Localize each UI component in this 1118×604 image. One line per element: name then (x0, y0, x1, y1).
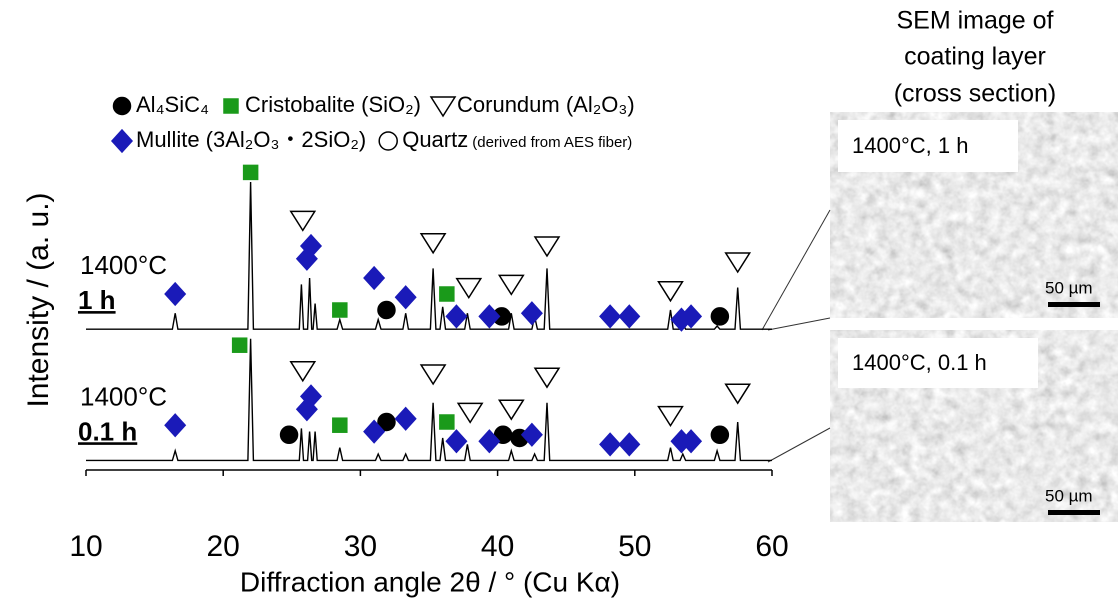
marker-diamond (478, 429, 501, 454)
legend-symbol (223, 98, 239, 114)
marker-square (231, 337, 248, 353)
legend-label: Quartz (402, 127, 468, 152)
marker-diamond (299, 384, 323, 409)
marker-square (242, 164, 259, 181)
sem-label: 1400°C, 1 h (852, 133, 968, 158)
scale-label: 50 µm (1045, 486, 1093, 505)
marker-diamond (618, 432, 641, 457)
marker-diamond (520, 301, 543, 326)
scale-bar (1048, 510, 1100, 515)
marker-triangle (724, 383, 752, 405)
x-tick-label: 50 (618, 530, 651, 563)
connector (767, 317, 831, 331)
marker-diamond (478, 304, 501, 329)
marker-diamond (445, 429, 468, 454)
legend-label: Cristobalite (SiO₂) (245, 92, 421, 117)
marker-circle (377, 412, 396, 432)
scale-bar (1048, 302, 1100, 307)
x-tick-label: 30 (344, 530, 377, 563)
marker-triangle (533, 236, 561, 258)
marker-triangle (419, 233, 447, 255)
sem-title: coating layer (904, 43, 1046, 71)
series-label: 0.1 h (78, 416, 137, 446)
marker-diamond (445, 304, 468, 329)
marker-diamond (599, 304, 622, 329)
legend-symbol (429, 96, 457, 118)
marker-triangle (289, 361, 317, 383)
marker-diamond (520, 422, 543, 447)
marker-triangle (657, 281, 684, 303)
x-tick-label: 10 (69, 530, 102, 563)
x-axis-title: Diffraction angle 2θ / ° (Cu Kα) (240, 566, 620, 597)
marker-diamond (164, 413, 187, 438)
marker-square (439, 286, 455, 302)
marker-diamond (680, 429, 703, 454)
series-label: 1 h (78, 285, 116, 315)
marker-triangle (497, 274, 525, 296)
x-tick-label: 60 (755, 530, 788, 563)
marker-square (332, 417, 348, 433)
marker-diamond (599, 432, 622, 457)
legend-label: Al₄SiC₄ (136, 92, 209, 117)
marker-triangle (724, 252, 752, 274)
legend-label: Mullite (3Al₂O₃・2SiO₂) (136, 127, 366, 152)
connector (767, 427, 831, 463)
marker-triangle (455, 277, 483, 300)
sem-title: (cross section) (894, 80, 1057, 108)
marker-diamond (363, 265, 386, 291)
legend-symbol (378, 131, 398, 151)
sem-label-box (838, 120, 1018, 172)
marker-circle (710, 425, 730, 445)
scale-label: 50 µm (1045, 278, 1093, 297)
marker-diamond (394, 406, 417, 431)
marker-square (439, 414, 455, 430)
marker-triangle (419, 364, 447, 386)
marker-circle (377, 300, 396, 320)
marker-square (332, 302, 348, 318)
marker-triangle (456, 402, 484, 424)
y-axis-title: Intensity / (a. u.) (22, 192, 55, 407)
sem-label: 1400°C, 0.1 h (852, 350, 987, 375)
xrd-trace (86, 338, 772, 462)
marker-diamond (164, 281, 187, 307)
sem-panel: SEM image of coating layer (cross sectio… (761, 7, 1118, 522)
xrd-trace (86, 181, 772, 330)
connector (761, 209, 831, 331)
marker-diamond (618, 304, 641, 329)
marker-diamond (394, 285, 417, 310)
series-temperature: 1400°C (80, 250, 167, 280)
marker-triangle (533, 367, 561, 389)
marker-triangle (289, 210, 317, 232)
series-temperature: 1400°C (80, 381, 167, 411)
legend-label: Corundum (Al₂O₃) (457, 92, 635, 117)
legend-symbol (112, 96, 132, 116)
sem-title: SEM image of (896, 7, 1053, 35)
x-tick-label: 40 (481, 530, 514, 563)
legend-note: (derived from AES fiber) (472, 134, 632, 151)
marker-triangle (657, 405, 684, 428)
marker-circle (710, 307, 730, 326)
legend-symbol (110, 128, 134, 154)
marker-diamond (299, 233, 323, 259)
marker-diamond (680, 304, 703, 329)
marker-triangle (497, 399, 525, 421)
sem-label-box (838, 338, 1038, 388)
marker-circle (279, 425, 299, 445)
marker-diamond (363, 419, 386, 444)
x-tick-label: 20 (207, 530, 240, 563)
